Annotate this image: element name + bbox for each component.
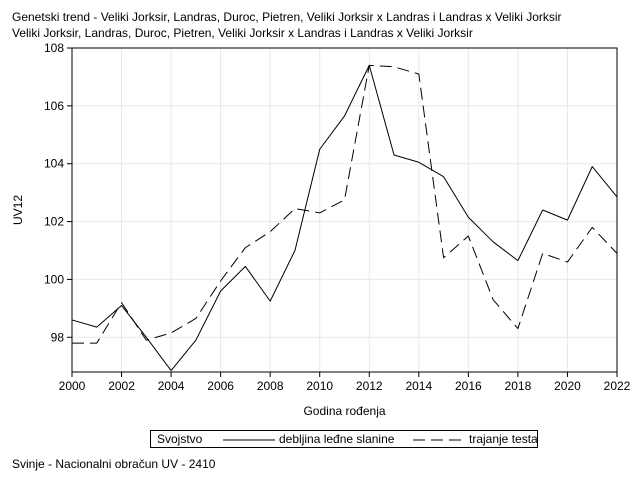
y-tick-label: 108 xyxy=(44,41,64,55)
x-tick-label: 2014 xyxy=(405,379,432,393)
y-tick-label: 102 xyxy=(44,215,64,229)
y-tick-label: 106 xyxy=(44,99,64,113)
legend: Svojstvo debljina leđne slanine trajanje… xyxy=(150,430,538,448)
x-tick-label: 2010 xyxy=(306,379,333,393)
x-tick-label: 2000 xyxy=(59,379,86,393)
series-line-trajanje xyxy=(72,64,618,344)
series-line-debljina xyxy=(71,64,618,372)
legend-entry-debljina: debljina leđne slanine xyxy=(279,432,395,446)
x-tick-label: 2012 xyxy=(356,379,383,393)
x-tick-label: 2016 xyxy=(455,379,482,393)
y-tick-label: 100 xyxy=(44,272,64,286)
x-tick-label: 2002 xyxy=(108,379,135,393)
y-axis-label: UV12 xyxy=(11,195,25,225)
y-tick-label: 98 xyxy=(51,330,65,344)
legend-entry-trajanje: trajanje testa xyxy=(469,432,538,446)
series-group xyxy=(71,64,618,372)
axis-ticks: 2000 2002 2004 2006 2008 2010 2012 2014 2016 2018… xyxy=(44,41,631,393)
x-axis-label: Godina rođenja xyxy=(303,404,385,418)
x-tick-label: 2020 xyxy=(554,379,581,393)
legend-title: Svojstvo xyxy=(157,432,203,446)
x-tick-label: 2008 xyxy=(257,379,284,393)
chart-subtitle: Veliki Jorksir, Landras, Duroc, Pietren,… xyxy=(12,26,473,40)
chart-title: Genetski trend - Veliki Jorksir, Landras… xyxy=(12,10,562,24)
grid xyxy=(71,47,618,372)
x-tick-label: 2006 xyxy=(207,379,234,393)
footnote: Svinje - Nacionalni obračun UV - 2410 xyxy=(12,457,216,471)
x-tick-label: 2022 xyxy=(604,379,631,393)
plot-frame xyxy=(71,47,618,373)
legend-solid-line-swatch xyxy=(223,439,275,441)
x-tick-label: 2004 xyxy=(158,379,185,393)
legend-dashed-line-swatch xyxy=(413,439,465,441)
y-tick-label: 104 xyxy=(44,157,64,171)
x-tick-label: 2018 xyxy=(505,379,532,393)
